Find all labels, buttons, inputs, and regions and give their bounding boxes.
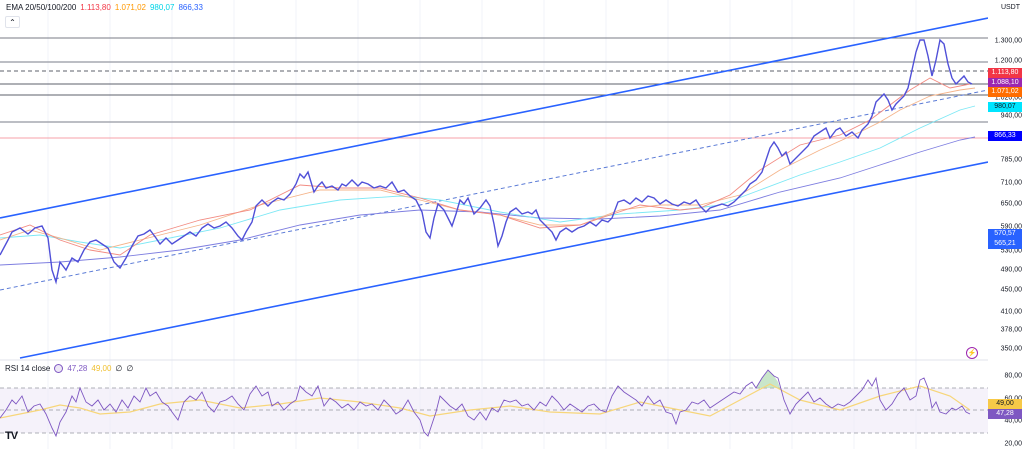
rsi-pane [0,369,988,438]
indicator-title: EMA 20/50/100/200 [6,3,77,12]
rsi-badge: 47,28 [988,409,1022,419]
tick: 450,00 [1000,286,1022,294]
tick: 490,00 [1000,266,1022,274]
ema20-badge: 1.113,80 [988,68,1022,78]
rsi-settings-icon[interactable] [54,364,64,373]
tick: 1.300,00 [994,37,1022,45]
ema20-value: 1.113,80 [80,3,111,12]
channel-badge-1: 570,57 [988,229,1022,239]
ema100-value: 980,07 [149,3,175,12]
price-axis[interactable]: USDT 1.300,00 1.200,00 1.020,00 940,00 7… [988,0,1024,449]
rsi-ma-badge: 49,00 [988,399,1022,409]
chevron-up-icon: ⌃ [9,17,16,27]
tick: 410,00 [1000,308,1022,316]
collapse-legend-button[interactable]: ⌃ [5,16,20,28]
tick: 530,00 [1000,247,1022,255]
rsi-tick: 40,00 [1004,417,1022,425]
rsi-legend[interactable]: RSI 14 close 47,28 49,00 ∅ ∅ [5,364,133,373]
ema50-value: 1.071,02 [114,3,146,12]
ema200-value: 866,33 [178,3,203,12]
channel-badge-2: 565,21 [988,239,1022,249]
horizontal-levels [0,37,988,139]
rsi-tick: 20,00 [1004,440,1022,448]
tick: 650,00 [1000,200,1022,208]
tick: 710,00 [1000,179,1022,187]
rsi-title: RSI 14 close [5,364,51,373]
tradingview-logo[interactable]: TV [5,430,18,442]
lightning-icon[interactable]: ⚡ [966,347,978,359]
last-price-badge: 1.088,10 [988,78,1022,88]
tick: 940,00 [1000,112,1022,120]
rsi-ma-value: 49,00 [91,364,112,373]
ema200-badge: 866,33 [988,131,1022,141]
currency-label: USDT [1000,4,1020,11]
tick: 1.200,00 [994,57,1022,65]
rsi-value: 47,28 [67,364,88,373]
tick: 590,00 [1000,223,1022,231]
ema-legend[interactable]: EMA 20/50/100/200 1.113,80 1.071,02 980,… [6,3,203,12]
currency-selector[interactable]: USDT [1001,4,1020,11]
tick: 378,00 [1000,326,1022,334]
trend-channel [0,17,988,359]
ema100-badge: 980,07 [988,102,1022,112]
ema50-badge: 1.071,02 [988,87,1022,97]
tick: 1.020,00 [994,94,1022,102]
rsi-extra-1: ∅ [115,364,123,373]
flash-glyph: ⚡ [967,350,977,357]
price-plot[interactable] [0,0,988,449]
rsi-tick: 80,00 [1004,372,1022,380]
tick: 785,00 [1000,156,1022,164]
rsi-extra-2: ∅ [126,364,134,373]
tick: 350,00 [1000,345,1022,353]
